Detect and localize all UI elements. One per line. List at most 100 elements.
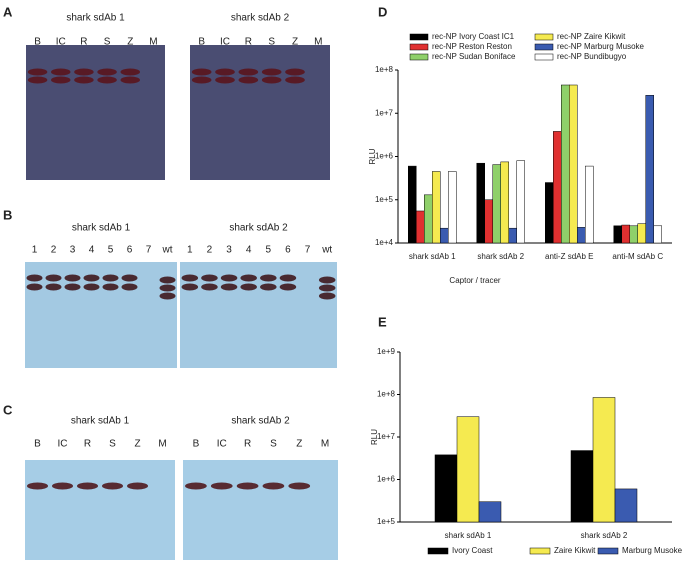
band <box>236 482 259 490</box>
legend-label: rec-NP Zaire Kikwit <box>557 32 626 41</box>
band <box>261 68 282 76</box>
bar <box>456 416 480 523</box>
band <box>288 482 311 490</box>
lane-label: Z <box>134 439 140 450</box>
blot <box>26 45 165 180</box>
bar <box>432 171 441 244</box>
panel-letter: A <box>3 4 13 19</box>
x-tick-label: anti-Z sdAb E <box>545 252 593 261</box>
band <box>318 284 336 292</box>
bar <box>553 131 562 244</box>
lane-label: IC <box>58 439 68 450</box>
band <box>181 274 199 282</box>
lane-label: M <box>149 37 157 48</box>
bar <box>613 225 622 244</box>
bar <box>516 160 525 244</box>
blot-title: shark sdAb 1 <box>66 13 125 24</box>
legend-label: rec-NP Sudan Boniface <box>432 52 516 61</box>
band <box>240 283 257 291</box>
bar <box>585 165 594 244</box>
lane-label: S <box>109 439 116 450</box>
bar <box>508 227 517 244</box>
lane-label: B <box>34 37 41 48</box>
band <box>185 482 207 490</box>
legend-label: rec-NP Bundibugyo <box>557 52 627 61</box>
legend-swatch <box>427 547 449 555</box>
legend-label: Marburg Musoke <box>622 546 683 555</box>
lane-label: 3 <box>70 245 76 256</box>
band <box>261 76 282 84</box>
lane-label: B <box>34 439 41 450</box>
legend-label: rec-NP Marburg Musoke <box>557 42 645 51</box>
y-tick-label: 1e+8 <box>377 390 396 399</box>
x-tick-label: shark sdAb 1 <box>445 531 492 540</box>
lane-label: 2 <box>207 245 213 256</box>
band <box>262 482 285 490</box>
panel-letter: D <box>378 4 387 19</box>
band <box>121 274 138 282</box>
bar <box>637 223 646 244</box>
band <box>159 284 176 292</box>
band <box>74 68 94 76</box>
lane-label: B <box>198 37 205 48</box>
lane-label: IC <box>220 37 230 48</box>
lane-label: B <box>193 439 200 450</box>
y-axis-label: RLU <box>368 148 377 164</box>
band <box>102 274 119 282</box>
bar <box>500 161 509 244</box>
band <box>51 76 71 84</box>
bar <box>614 488 638 523</box>
band <box>159 276 176 284</box>
lane-label: 7 <box>146 245 152 256</box>
lane-label: R <box>80 37 87 48</box>
x-tick-label: shark sdAb 2 <box>581 531 628 540</box>
lane-label: Z <box>296 439 302 450</box>
band <box>97 76 117 84</box>
legend-swatch <box>534 53 554 61</box>
y-tick-label: 1e+8 <box>375 65 394 74</box>
band <box>220 283 238 291</box>
panel-letter: B <box>3 207 12 222</box>
band <box>127 482 148 490</box>
band <box>121 283 138 291</box>
bar <box>577 227 586 244</box>
bar <box>440 227 449 244</box>
lane-label: 5 <box>266 245 272 256</box>
bar <box>434 454 458 523</box>
band <box>191 76 212 84</box>
bar <box>492 164 501 244</box>
band <box>51 68 71 76</box>
band <box>26 274 43 282</box>
band <box>285 68 305 76</box>
bar <box>592 397 616 523</box>
band <box>83 274 100 282</box>
y-tick-label: 1e+9 <box>377 347 396 356</box>
band <box>45 283 62 291</box>
band <box>97 68 117 76</box>
legend-label: Zaire Kikwit <box>554 546 596 555</box>
legend-swatch <box>409 53 429 61</box>
blot <box>190 45 330 180</box>
band <box>260 283 277 291</box>
y-tick-label: 1e+6 <box>377 475 396 484</box>
y-tick-label: 1e+7 <box>377 432 396 441</box>
bar <box>476 162 485 244</box>
band <box>45 274 62 282</box>
lane-label: S <box>268 37 275 48</box>
lane-label: wt <box>321 245 332 256</box>
lane-label: M <box>158 439 166 450</box>
bar <box>424 194 433 244</box>
legend-swatch <box>597 547 619 555</box>
lane-label: Z <box>127 37 133 48</box>
y-tick-label: 1e+6 <box>375 152 394 161</box>
blot-title: shark sdAb 1 <box>71 416 130 427</box>
blot-title: shark sdAb 2 <box>231 416 290 427</box>
band <box>318 276 336 284</box>
bar <box>448 171 457 244</box>
lane-label: wt <box>162 245 173 256</box>
bar <box>545 182 554 244</box>
lane-label: R <box>245 37 252 48</box>
lane-label: 6 <box>127 245 133 256</box>
bar <box>416 210 425 244</box>
lane-label: 5 <box>108 245 114 256</box>
